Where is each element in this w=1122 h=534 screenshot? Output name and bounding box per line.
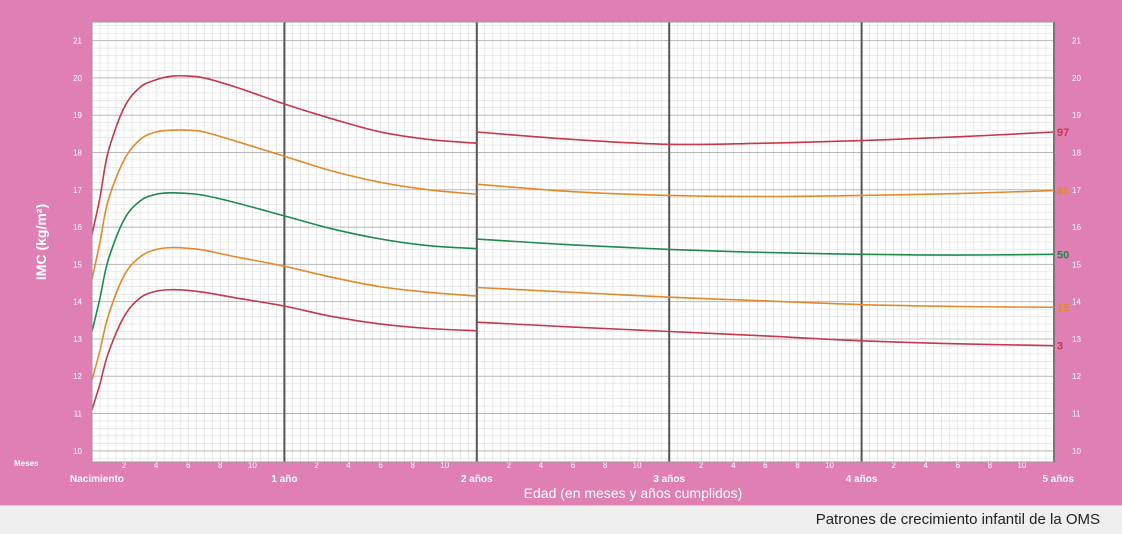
month-tick-label: 4 [731, 461, 736, 470]
y-tick-label-left: 18 [73, 149, 82, 158]
y-tick-label-right: 11 [1072, 410, 1081, 419]
month-tick-label: 8 [988, 461, 993, 470]
month-tick-label: 8 [603, 461, 608, 470]
month-tick-label: 10 [633, 461, 642, 470]
y-tick-label-right: 16 [1072, 223, 1081, 232]
y-tick-label-right: 10 [1072, 447, 1081, 456]
y-tick-label-left: 15 [73, 260, 82, 269]
month-tick-label: 6 [571, 461, 576, 470]
month-tick-label: 6 [378, 461, 383, 470]
month-tick-label: 6 [186, 461, 191, 470]
month-tick-label: 4 [924, 461, 929, 470]
month-tick-label: 10 [825, 461, 834, 470]
y-axis-title: IMC (kg/m²) [33, 204, 49, 280]
percentile-97-curve-0-2y [91, 74, 477, 235]
percentile-85-label: 85 [1057, 186, 1069, 198]
month-tick-label: 6 [763, 461, 768, 470]
percentile-3-curve-2-5y [476, 321, 1055, 347]
footer-bar: Patrones de crecimiento infantil de la O… [0, 505, 1122, 534]
percentile-97-curve-2-5y [476, 131, 1055, 146]
y-tick-label-right: 18 [1072, 149, 1081, 158]
y-tick-label-right: 21 [1072, 37, 1081, 46]
month-tick-label: 10 [440, 461, 449, 470]
year-tick-label: 5 años [1042, 474, 1074, 485]
month-tick-label: 8 [795, 461, 800, 470]
month-tick-label: 10 [1017, 461, 1026, 470]
year-tick-label: 4 años [846, 474, 878, 485]
percentile-85-curve-0-2y [91, 129, 477, 280]
y-tick-label-left: 17 [73, 186, 82, 195]
y-tick-label-left: 13 [73, 335, 82, 344]
year-tick-label: 2 años [461, 474, 493, 485]
percentile-50-curve-0-2y [91, 191, 477, 332]
y-tick-label-left: 20 [73, 74, 82, 83]
month-tick-label: 4 [539, 461, 544, 470]
percentile-15-curve-0-2y [91, 246, 477, 381]
percentile-3-curve-0-2y [91, 288, 477, 411]
month-tick-label: 4 [154, 461, 159, 470]
month-tick-label: 2 [507, 461, 512, 470]
y-tick-label-left: 10 [73, 447, 82, 456]
y-tick-label-left: 12 [73, 372, 82, 381]
plot-border [91, 21, 1055, 463]
y-tick-label-right: 13 [1072, 335, 1081, 344]
month-tick-label: 2 [699, 461, 704, 470]
month-tick-label: 8 [218, 461, 223, 470]
month-tick-label: 10 [248, 461, 257, 470]
month-tick-label: 8 [410, 461, 415, 470]
percentile-15-label: 15 [1057, 302, 1069, 314]
chart-card: 10 10 11 11 12 12 13 13 14 14 15 15 16 16 17 17 18 18 19 19… [0, 0, 1122, 505]
month-tick-label: 2 [122, 461, 127, 470]
y-tick-label-left: 19 [73, 111, 82, 120]
y-tick-label-right: 19 [1072, 111, 1081, 120]
percentile-3-label: 3 [1057, 341, 1063, 353]
x-axis-title: Edad (en meses y años cumplidos) [524, 485, 743, 501]
percentile-15-curve-2-5y [476, 286, 1055, 309]
y-tick-label-left: 14 [73, 298, 82, 307]
percentile-50-label: 50 [1057, 249, 1069, 261]
y-tick-label-left: 11 [74, 410, 83, 419]
months-axis-label: Meses [14, 459, 39, 468]
percentile-97-label: 97 [1057, 127, 1069, 139]
month-tick-label: 6 [956, 461, 961, 470]
month-tick-label: 2 [314, 461, 319, 470]
y-tick-label-right: 20 [1072, 74, 1081, 83]
year-tick-label: Nacimiento [70, 474, 124, 485]
year-tick-label: 1 año [271, 474, 297, 485]
y-tick-label-right: 12 [1072, 372, 1081, 381]
footer-caption: Patrones de crecimiento infantil de la O… [815, 511, 1100, 528]
y-tick-label-right: 14 [1072, 298, 1081, 307]
y-tick-label-left: 16 [73, 223, 82, 232]
y-tick-label-left: 21 [73, 37, 82, 46]
percentile-85-curve-2-5y [476, 183, 1055, 198]
y-tick-label-right: 17 [1072, 186, 1081, 195]
percentile-50-curve-2-5y [476, 238, 1055, 256]
month-tick-label: 4 [346, 461, 351, 470]
y-tick-label-right: 15 [1072, 260, 1081, 269]
year-tick-label: 3 años [653, 474, 685, 485]
month-tick-label: 2 [891, 461, 896, 470]
